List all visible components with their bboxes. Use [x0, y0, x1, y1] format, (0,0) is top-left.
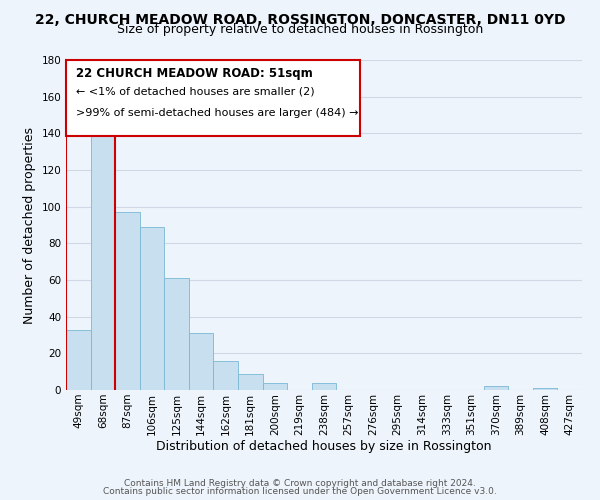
Text: 22 CHURCH MEADOW ROAD: 51sqm: 22 CHURCH MEADOW ROAD: 51sqm [76, 66, 313, 80]
Y-axis label: Number of detached properties: Number of detached properties [23, 126, 36, 324]
Text: Contains HM Land Registry data © Crown copyright and database right 2024.: Contains HM Land Registry data © Crown c… [124, 478, 476, 488]
Bar [189, 333, 214, 390]
Text: Contains public sector information licensed under the Open Government Licence v3: Contains public sector information licen… [103, 487, 497, 496]
Bar [238, 374, 263, 390]
Bar [91, 134, 115, 390]
Bar [115, 212, 140, 390]
Bar [312, 382, 336, 390]
Bar [263, 382, 287, 390]
Bar [164, 278, 189, 390]
Bar [140, 227, 164, 390]
FancyBboxPatch shape [66, 60, 360, 136]
Text: Size of property relative to detached houses in Rossington: Size of property relative to detached ho… [117, 22, 483, 36]
Text: 22, CHURCH MEADOW ROAD, ROSSINGTON, DONCASTER, DN11 0YD: 22, CHURCH MEADOW ROAD, ROSSINGTON, DONC… [35, 12, 565, 26]
Text: ← <1% of detached houses are smaller (2): ← <1% of detached houses are smaller (2) [76, 86, 315, 97]
Bar [214, 360, 238, 390]
Bar [484, 386, 508, 390]
Bar [533, 388, 557, 390]
Text: >99% of semi-detached houses are larger (484) →: >99% of semi-detached houses are larger … [76, 108, 359, 118]
X-axis label: Distribution of detached houses by size in Rossington: Distribution of detached houses by size … [156, 440, 492, 454]
Bar [66, 330, 91, 390]
